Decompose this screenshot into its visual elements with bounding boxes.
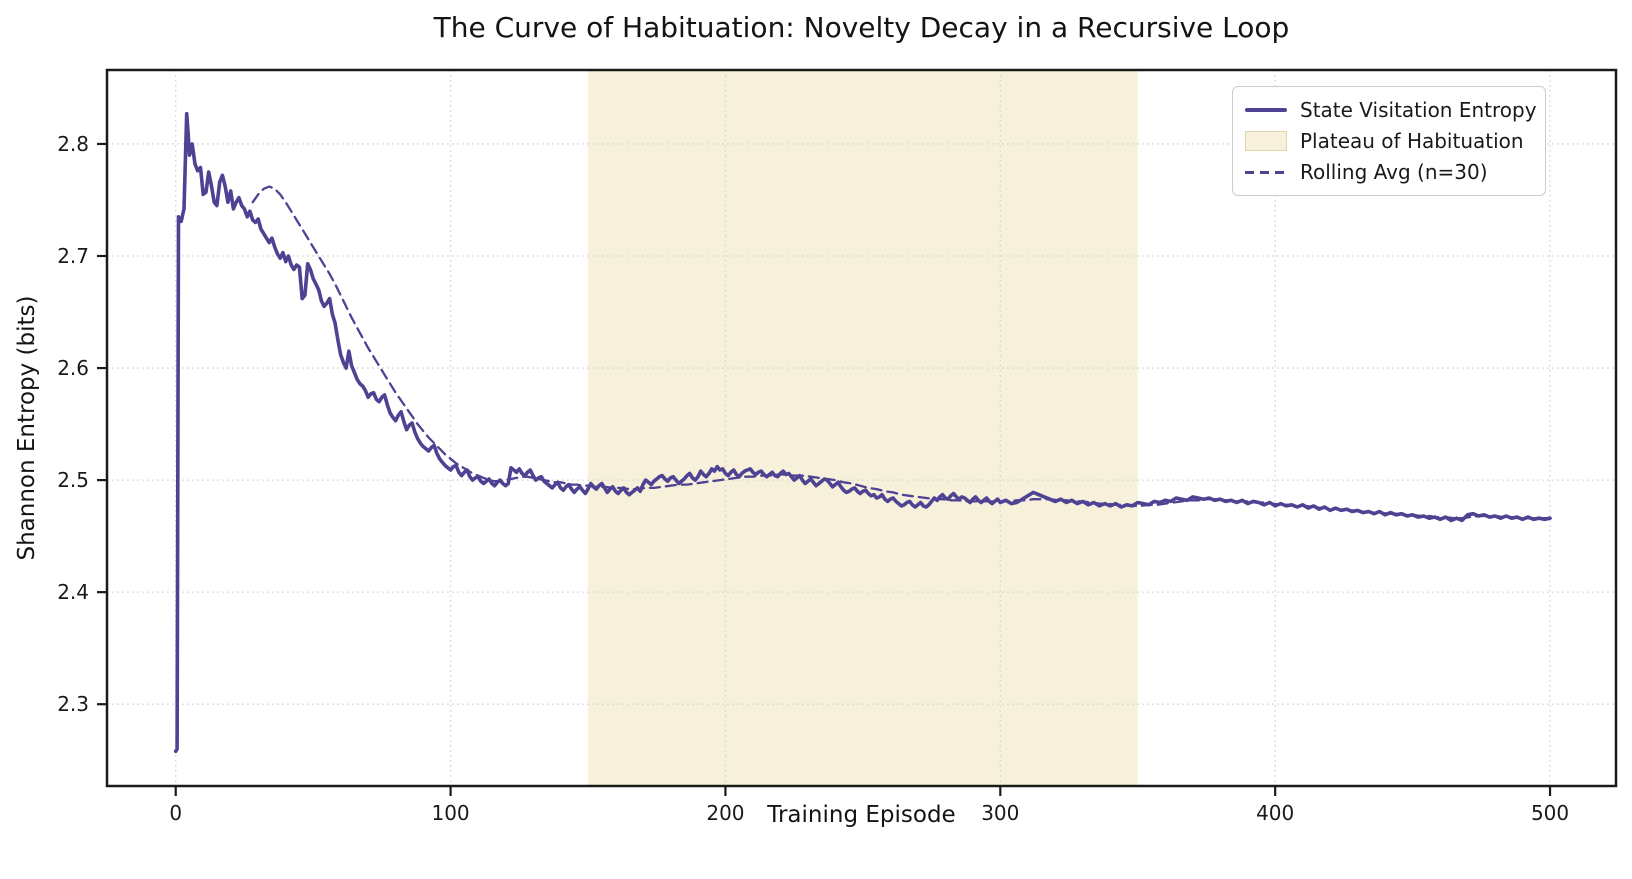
plot-frame (105, 68, 1618, 788)
x-axis-label: Training Episode (767, 802, 956, 828)
y-tick-label: 2.7 (57, 244, 89, 268)
y-tick-label: 2.6 (57, 356, 89, 380)
chart-title: The Curve of Habituation: Novelty Decay … (433, 11, 1290, 44)
x-tick-label: 500 (1531, 801, 1569, 825)
y-tick-label: 2.3 (57, 692, 89, 716)
legend: State Visitation Entropy Plateau of Habi… (1232, 86, 1546, 196)
series-state-visitation-entropy (173, 111, 1552, 754)
legend-item-plateau-of-habituation: Plateau of Habituation (1245, 128, 1533, 154)
x-tick-label: 100 (431, 801, 469, 825)
x-tick-label: 300 (981, 801, 1019, 825)
series-rolling-avg (251, 185, 1552, 520)
legend-label: Plateau of Habituation (1300, 129, 1524, 153)
x-tick-label: 0 (169, 801, 182, 825)
legend-label: Rolling Avg (n=30) (1300, 160, 1488, 184)
patch-swatch (1245, 131, 1287, 151)
legend-item-rolling-avg: Rolling Avg (n=30) (1245, 159, 1533, 185)
dashed-line-swatch (1245, 170, 1287, 174)
y-tick-label: 2.4 (57, 580, 89, 604)
legend-item-state-visitation-entropy: State Visitation Entropy (1245, 97, 1537, 123)
legend-label: State Visitation Entropy (1300, 98, 1537, 122)
y-tick-label: 2.5 (57, 468, 89, 492)
x-tick-label: 200 (706, 801, 744, 825)
y-axis-label: Shannon Entropy (bits) (14, 295, 40, 561)
x-tick-label: 400 (1256, 801, 1294, 825)
solid-line-swatch (1245, 108, 1287, 112)
y-tick-label: 2.8 (57, 132, 89, 156)
plateau-band (588, 70, 1138, 786)
